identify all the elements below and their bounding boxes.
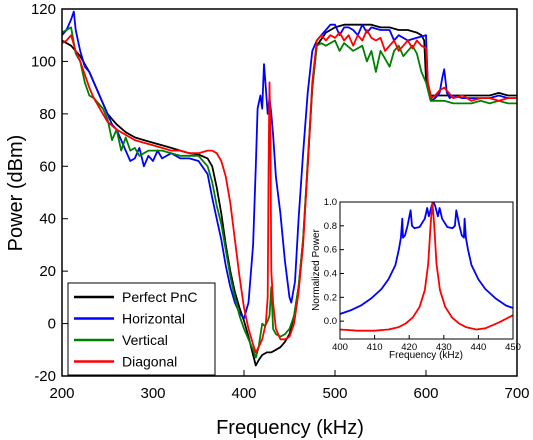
main-series-diagonal-line [62, 29, 517, 354]
inset-x-axis-title: Frequency (kHz) [389, 350, 463, 361]
inset-axes: 400 410 420 430 440 450 0.0 0.2 0.4 0.6 0.8 1.0 [324, 197, 521, 353]
inset-x-tick-label: 430 [436, 342, 452, 353]
x-axis-title: Frequency (kHz) [216, 417, 364, 439]
main-axes: 200 300 400 500 600 700 -20 0 20 40 60 80 100 120 [31, 1, 530, 402]
legend-label-horizontal: Horizontal [122, 311, 185, 327]
inset-x-tick-label: 400 [332, 342, 348, 353]
main-y-tick-label: 60 [39, 158, 56, 175]
main-x-tick-label: 200 [49, 385, 74, 402]
main-x-tick-label: 400 [231, 385, 256, 402]
legend-label-vertical: Vertical [122, 332, 168, 348]
inset-y-tick-label: 1.0 [324, 197, 337, 208]
inset-y-tick-label: 0.4 [324, 268, 337, 279]
inset-plot-series [340, 202, 513, 332]
legend-label-perfect-pnc: Perfect PnC [122, 289, 197, 305]
y-axis-title: Power (dBm) [5, 135, 27, 252]
inset-x-tick-label: 440 [470, 342, 486, 353]
inset-y-tick-label: 0.2 [324, 292, 337, 303]
main-y-tick-label: 120 [31, 1, 56, 18]
legend: Perfect PnC Horizontal Vertical Diagonal [67, 282, 216, 376]
main-x-tick-label: 600 [413, 385, 438, 402]
inset-x-tick-label: 410 [367, 342, 383, 353]
main-y-tick-label: 0 [48, 316, 56, 333]
main-x-tick-label: 300 [140, 385, 165, 402]
inset-y-tick-label: 0.8 [324, 221, 337, 232]
main-y-tick-label: -20 [34, 368, 56, 385]
main-y-tick-label: 20 [39, 263, 56, 280]
main-x-tick-label: 500 [322, 385, 347, 402]
inset-chart: 400 410 420 430 440 450 0.0 0.2 0.4 0.6 0.8 1.0 Fre… [311, 197, 521, 361]
inset-y-tick-label: 0.6 [324, 245, 337, 256]
inset-x-tick-label: 450 [505, 342, 521, 353]
inset-y-tick-label: 0.0 [324, 316, 337, 327]
inset-y-axis-title: Normalized Power [311, 228, 322, 310]
main-y-tick-label: 100 [31, 53, 56, 70]
main-plot-series [62, 10, 517, 367]
inset-frame [339, 201, 514, 340]
inset-x-tick-label: 420 [401, 342, 417, 353]
main-y-tick-label: 80 [39, 106, 56, 123]
main-x-tick-label: 700 [504, 385, 529, 402]
main-series-perfect-pnc-line [62, 23, 517, 367]
main-plot-frame [61, 8, 518, 377]
main-y-tick-label: 40 [39, 211, 56, 228]
legend-label-diagonal: Diagonal [122, 354, 177, 370]
inset-series-2-line [340, 202, 513, 332]
legend-box [67, 282, 216, 376]
